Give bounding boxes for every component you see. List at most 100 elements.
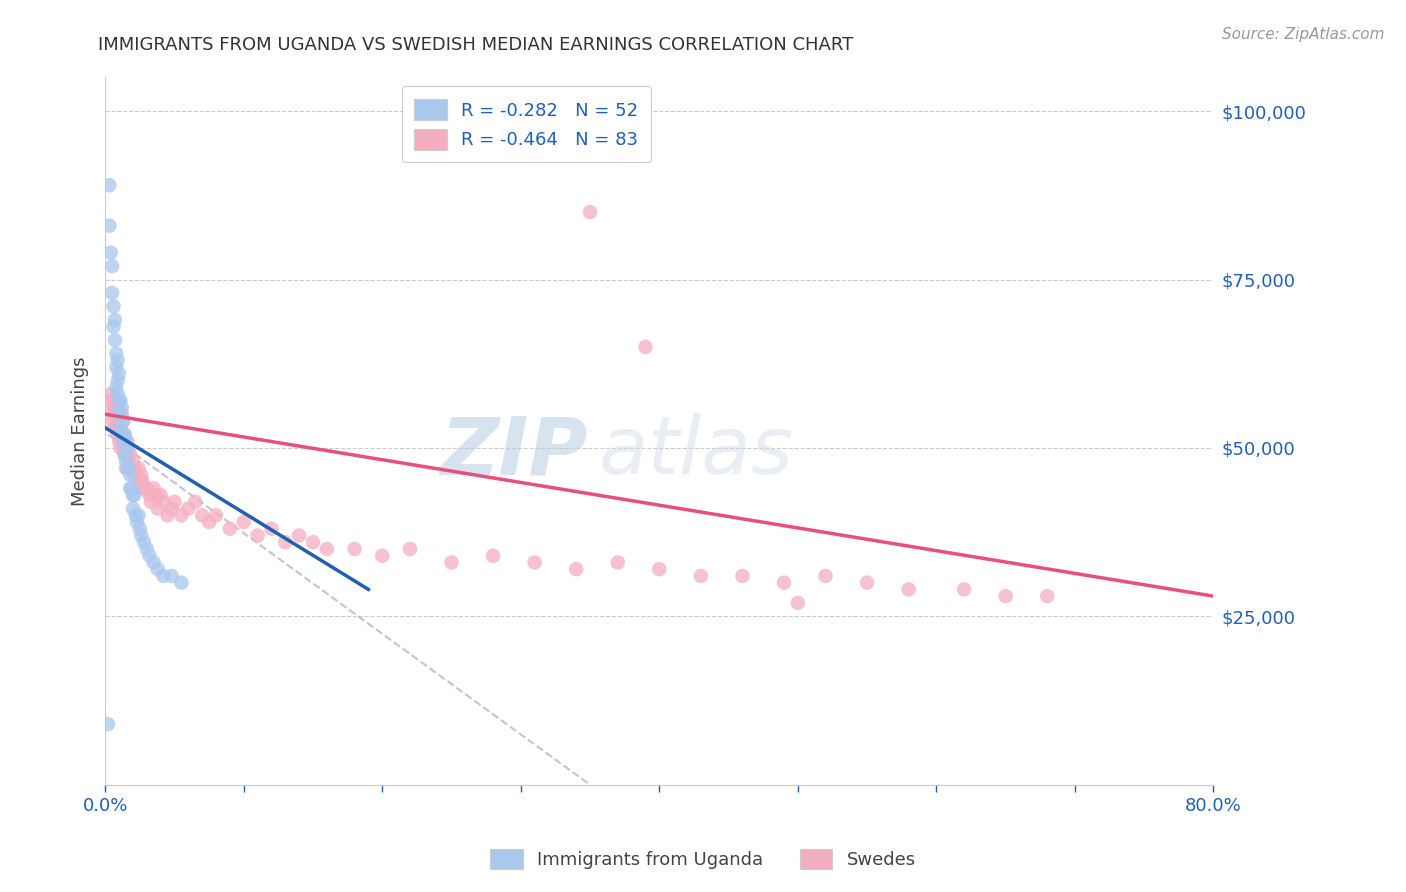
Point [138,488,160,502]
Point [121,461,143,475]
Point [105,421,128,435]
Point [105,380,128,394]
Point [648,562,671,576]
Point [177,501,200,516]
Point [994,589,1017,603]
Point [191,508,214,523]
Point [103,319,125,334]
Point [814,569,837,583]
Point [731,569,754,583]
Point [131,475,153,489]
Point [112,434,135,449]
Point [120,448,142,462]
Legend: Immigrants from Uganda, Swedes: Immigrants from Uganda, Swedes [481,839,925,879]
Point [129,467,152,482]
Point [129,528,152,542]
Point [98,219,121,233]
Point [103,407,125,421]
Point [135,481,157,495]
Point [146,501,169,516]
Point [149,488,172,502]
Point [112,414,135,428]
Point [142,481,165,495]
Point [399,541,422,556]
Point [115,461,138,475]
Point [170,508,193,523]
Point [138,549,160,563]
Point [120,467,142,482]
Point [114,448,136,462]
Point [260,522,283,536]
Point [565,562,588,576]
Point [142,556,165,570]
Point [104,401,127,415]
Point [205,508,228,523]
Point [112,414,135,428]
Point [184,495,207,509]
Point [107,374,129,388]
Point [135,541,157,556]
Point [198,515,221,529]
Legend: R = -0.282   N = 52, R = -0.464   N = 83: R = -0.282 N = 52, R = -0.464 N = 83 [402,87,651,162]
Point [953,582,976,597]
Point [108,414,131,428]
Point [163,495,186,509]
Point [219,522,242,536]
Point [1036,589,1059,603]
Point [108,434,131,449]
Point [108,393,131,408]
Point [101,259,124,273]
Point [101,285,124,300]
Point [114,448,136,462]
Point [343,541,366,556]
Point [111,427,134,442]
Point [98,393,121,408]
Point [111,407,134,421]
Point [156,508,179,523]
Point [117,434,139,449]
Point [302,535,325,549]
Point [856,575,879,590]
Point [146,562,169,576]
Point [440,556,463,570]
Point [110,421,132,435]
Point [108,367,131,381]
Point [101,414,124,428]
Point [121,481,143,495]
Point [112,441,135,455]
Point [105,360,128,375]
Point [125,515,148,529]
Point [773,575,796,590]
Point [122,454,145,468]
Point [689,569,711,583]
Point [371,549,394,563]
Point [110,393,132,408]
Point [127,508,149,523]
Point [118,448,141,462]
Point [288,528,311,542]
Point [160,501,183,516]
Point [105,393,128,408]
Point [122,501,145,516]
Point [786,596,808,610]
Point [104,313,127,327]
Point [105,346,128,360]
Point [103,300,125,314]
Point [634,340,657,354]
Point [118,461,141,475]
Point [101,401,124,415]
Point [98,178,121,193]
Point [125,461,148,475]
Y-axis label: Median Earnings: Median Earnings [72,356,89,506]
Point [100,245,122,260]
Point [107,401,129,415]
Point [114,427,136,442]
Text: atlas: atlas [599,413,793,491]
Point [160,569,183,583]
Point [124,488,146,502]
Point [117,441,139,455]
Point [110,421,132,435]
Point [145,488,167,502]
Point [118,461,141,475]
Point [139,495,162,509]
